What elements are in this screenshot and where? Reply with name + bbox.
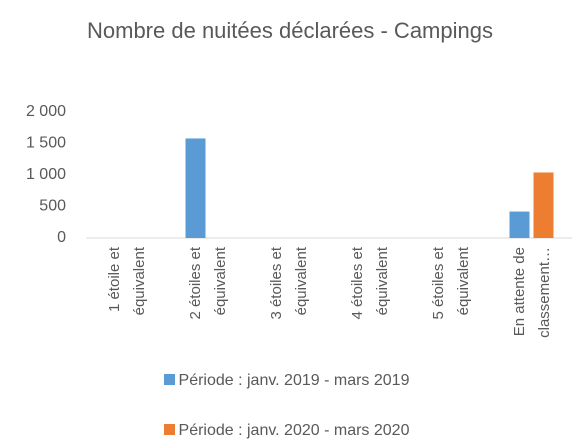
chart-title: Nombre de nuitées déclarées - Campings bbox=[87, 18, 493, 43]
y-tick-label: 1 500 bbox=[26, 135, 66, 152]
y-tick-label: 500 bbox=[39, 198, 66, 215]
legend-swatch bbox=[163, 374, 175, 385]
x-tick-label: En attente de classement… bbox=[510, 247, 553, 338]
x-tick-label: 1 étoile et équivalent bbox=[105, 247, 148, 316]
bar bbox=[509, 211, 530, 238]
y-tick-label: 2 000 bbox=[26, 103, 66, 120]
bar bbox=[185, 138, 206, 238]
bar bbox=[533, 172, 554, 238]
legend-label: Période : janv. 2019 - mars 2019 bbox=[178, 372, 410, 389]
y-tick-label: 1 000 bbox=[26, 166, 66, 183]
y-tick-label: 0 bbox=[57, 229, 66, 246]
legend-entry: Période : janv. 2020 - mars 2020 bbox=[0, 422, 573, 440]
legend-entry: Période : janv. 2019 - mars 2019 bbox=[0, 372, 573, 390]
x-tick-label: 5 étoiles et équivalent bbox=[429, 247, 472, 320]
x-tick-label: 3 étoiles et équivalent bbox=[267, 247, 310, 320]
legend-label: Période : janv. 2020 - mars 2020 bbox=[178, 422, 410, 439]
x-tick-label: 2 étoiles et équivalent bbox=[186, 247, 229, 320]
legend-swatch bbox=[163, 424, 175, 435]
x-tick-label: 4 étoiles et équivalent bbox=[348, 247, 391, 320]
